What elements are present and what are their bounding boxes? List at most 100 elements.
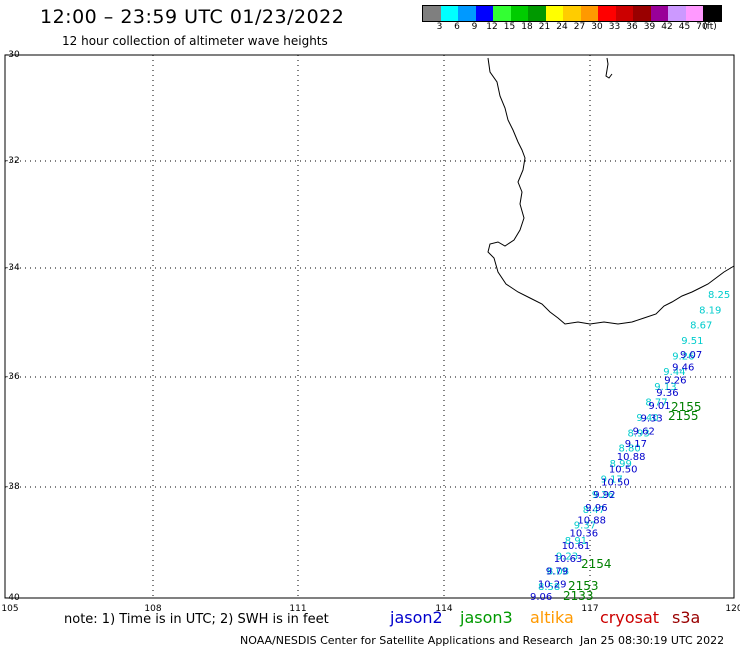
longitude-label: 120 xyxy=(725,604,740,614)
colorbar-label: 24 xyxy=(556,22,568,32)
colorbar-label: 33 xyxy=(608,22,621,32)
legend-jason2: jason2 xyxy=(390,608,443,627)
wave-height-label: 9.37 xyxy=(574,521,596,532)
s3a-track: 8.58 8.08 9.23 8.91 9.37 8.47 9.26 9.17 8.99 8.80… xyxy=(538,290,730,593)
wave-height-label: 10.36 xyxy=(570,528,599,539)
wave-height-label: 10.88 xyxy=(617,452,646,463)
colorbar-swatch xyxy=(475,6,493,21)
longitude-label: 114 xyxy=(435,604,453,614)
wave-height-label: 9.26 xyxy=(664,376,686,387)
wave-height-label: 9.62 xyxy=(633,426,655,437)
wave-height-label: 8.67 xyxy=(690,321,712,332)
pass-time-label: 2155 xyxy=(668,409,699,423)
wave-height-label: 8.25 xyxy=(708,290,730,301)
credit-text: NOAA/NESDIS Center for Satellite Applica… xyxy=(240,634,574,647)
colorbar-swatch xyxy=(633,6,651,21)
wave-height-label: 9.13 xyxy=(654,382,676,393)
longitude-label: 105 xyxy=(1,604,19,614)
wave-height-label: 10.50 xyxy=(601,477,630,488)
colorbar-label: 15 xyxy=(503,22,516,32)
wave-height-label: 10.29 xyxy=(538,579,567,590)
colorbar-label: 36 xyxy=(626,22,638,32)
wave-height-label: 8.47 xyxy=(583,505,605,516)
map-frame xyxy=(4,54,735,599)
wave-height-label: 9.26 xyxy=(592,490,614,501)
wave-height-label: 9.01 xyxy=(648,401,670,412)
colorbar-label: 27 xyxy=(573,22,586,32)
colorbar-label: 45 xyxy=(678,22,691,32)
wave-height-label: 8.91 xyxy=(565,536,587,547)
timestamp-text: Jan 25 08:30:19 UTC 2022 xyxy=(580,634,725,647)
colorbar-swatch xyxy=(685,6,703,21)
pass-time-label: 2155 xyxy=(671,400,702,414)
wave-height-label: 9.79 xyxy=(546,567,568,578)
latitude-label: -36 xyxy=(5,372,20,382)
wave-height-label: 9.23 xyxy=(556,551,578,562)
colorbar-swatch xyxy=(528,6,546,21)
latitude-label: -34 xyxy=(5,263,20,273)
wave-height-label: 9.17 xyxy=(601,474,623,485)
colorbar-label: 12 xyxy=(486,22,498,32)
wave-height-label: 10.63 xyxy=(554,554,583,565)
colorbar-swatch xyxy=(668,6,686,21)
latitude-label: -38 xyxy=(5,482,20,492)
wave-height-label: 9.46 xyxy=(672,363,694,374)
legend-altika: altika xyxy=(530,608,574,627)
longitude-label: 111 xyxy=(289,604,307,614)
colorbar-swatch xyxy=(615,6,633,21)
colorbar-label: 6 xyxy=(454,22,460,32)
colorbar-swatch xyxy=(580,6,598,21)
colorbar-swatch xyxy=(650,6,668,21)
latitude-label: -40 xyxy=(5,593,20,603)
wave-height-label: 9.44 xyxy=(663,367,685,378)
colorbar-swatch xyxy=(458,6,476,21)
wave-height-label: 9.92 xyxy=(593,490,615,501)
legend-jason3: jason3 xyxy=(460,608,513,627)
latitude-label: -30 xyxy=(5,50,20,60)
note-text: note: 1) Time is in UTC; 2) SWH is in fe… xyxy=(64,612,329,627)
wave-height-label: 9.36 xyxy=(656,388,678,399)
wave-height-label: 9.33 xyxy=(641,414,663,425)
wave-height-colorbar xyxy=(422,5,722,22)
longitude-label: 117 xyxy=(581,604,599,614)
colorbar-swatch xyxy=(510,6,528,21)
wave-height-label: 8.80 xyxy=(619,444,641,455)
wave-height-label: 10.50 xyxy=(609,465,638,476)
wave-height-label: 8.08 xyxy=(547,567,569,578)
pass-time-label: 2153 xyxy=(568,579,599,593)
coastline-island xyxy=(605,57,613,79)
jason2-track: 9.0610.299.7910.6310.6110.3610.889.969.9… xyxy=(530,350,702,603)
colorbar-labels: 3 6 9 12 15 18 21 24 27 30 33 36 39 42 45 70 (ft) xyxy=(422,22,740,34)
latitude-label: -32 xyxy=(5,156,20,166)
colorbar-label: 39 xyxy=(643,22,656,32)
lat-lon-grid xyxy=(5,55,734,598)
wave-height-label: 9.07 xyxy=(680,350,702,361)
wave-height-label: 8.58 xyxy=(538,582,560,593)
wave-height-label: 9.06 xyxy=(530,592,552,603)
colorbar-swatch xyxy=(703,6,721,21)
wave-height-label: 8.19 xyxy=(699,305,721,316)
wave-height-label: 9.26 xyxy=(672,352,694,363)
wave-height-label: 8.93 xyxy=(628,428,650,439)
wave-height-label: 9.17 xyxy=(625,439,647,450)
colorbar-swatch xyxy=(423,6,441,21)
colorbar-swatch xyxy=(545,6,563,21)
colorbar-label: (ft) xyxy=(703,22,717,32)
map-subtitle: 12 hour collection of altimeter wave hei… xyxy=(62,34,328,48)
colorbar-label: 70 xyxy=(696,22,708,32)
wave-height-label: 9.96 xyxy=(585,503,607,514)
legend-cryosat: cryosat xyxy=(600,608,660,627)
colorbar-label: 3 xyxy=(436,22,443,32)
wave-height-label: 10.88 xyxy=(577,516,606,527)
legend-s3a: s3a xyxy=(672,608,701,627)
coastline-west-australia xyxy=(487,57,735,325)
colorbar-swatch xyxy=(563,6,581,21)
wave-height-label: 10.61 xyxy=(562,541,591,552)
colorbar-label: 42 xyxy=(661,22,673,32)
colorbar-label: 18 xyxy=(521,22,533,32)
colorbar-swatch xyxy=(440,6,458,21)
pass-time-label: 2154 xyxy=(581,557,612,571)
colorbar-swatch xyxy=(493,6,511,21)
